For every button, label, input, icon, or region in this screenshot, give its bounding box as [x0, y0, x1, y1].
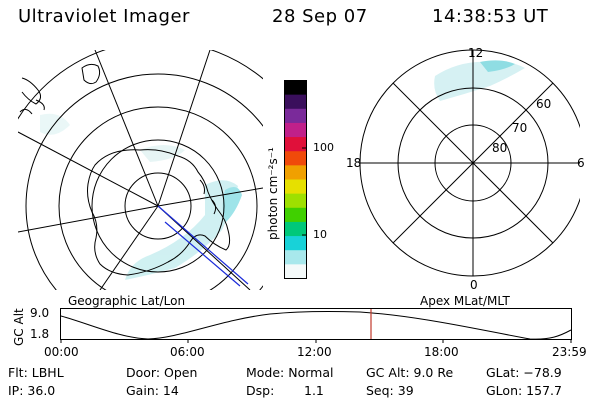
date-label: 28 Sep 07 — [272, 6, 368, 27]
altitude-curve — [60, 310, 572, 340]
colorbar-segment — [284, 179, 307, 195]
mlt-label-18: 18 — [346, 156, 362, 170]
colorbar-tick-100: 100 — [313, 141, 334, 154]
colorbar-unit-label: photon cm⁻²s⁻¹ — [266, 147, 280, 240]
mlat-label-80: 80 — [492, 141, 508, 155]
coastlines — [19, 63, 101, 115]
gain-info: Gain: 14 — [126, 383, 179, 398]
altitude-tick-max: 9.0 — [30, 306, 50, 320]
colorbar-segment — [284, 94, 307, 110]
geo-longitude-info: GLon: 157.7 — [486, 383, 562, 398]
gc-altitude-info: GC Alt: 9.0 Re — [366, 365, 454, 380]
time-tick-1200: 12:00 — [297, 345, 332, 359]
sequence-info: Seq: 39 — [366, 383, 414, 398]
door-info: Door: Open — [126, 365, 198, 380]
auroral-emission-right — [434, 60, 525, 101]
mlat-label-70: 70 — [512, 121, 528, 135]
geographic-map — [18, 50, 263, 290]
latitude-circles — [18, 50, 263, 290]
mlt-lines — [360, 50, 580, 276]
satellite-track — [157, 205, 249, 287]
magnetic-polar-plot — [359, 49, 580, 277]
time-tick-2359: 23:59 — [552, 345, 587, 359]
filter-info: Flt: LBHL — [8, 365, 64, 380]
mlt-label-6: 6 — [577, 156, 585, 170]
instrument-title: Ultraviolet Imager — [18, 6, 190, 27]
colorbar-segment — [284, 250, 307, 265]
colorbar-segment — [284, 264, 307, 279]
ip-info: IP: 36.0 — [8, 383, 56, 398]
time-tick-0600: 06:00 — [170, 345, 205, 359]
time-tick-0000: 00:00 — [44, 345, 79, 359]
mlat-label-60: 60 — [536, 97, 552, 111]
colorbar-segment — [284, 221, 307, 237]
mlt-label-0: 0 — [470, 278, 478, 292]
altitude-tick-min: 1.8 — [30, 327, 50, 341]
colorbar-segment — [284, 193, 307, 209]
dsp-info-value: 1.1 — [304, 383, 324, 398]
colorbar-segment — [284, 137, 307, 152]
colorbar-segment — [284, 108, 307, 124]
left-panel-label: Geographic Lat/Lon — [68, 294, 186, 308]
colorbar-segment — [284, 80, 307, 96]
colorbar-segment — [284, 207, 307, 223]
altitude-axis-label: GC Alt — [12, 308, 26, 346]
right-panel-label: Apex MLat/MLT — [420, 294, 510, 308]
antarctica-outline — [87, 149, 231, 276]
dsp-info-label: Dsp: — [246, 383, 275, 398]
colorbar — [284, 80, 307, 279]
mode-info: Mode: Normal — [246, 365, 334, 380]
colorbar-segment — [284, 122, 307, 138]
time-label: 14:38:53 UT — [432, 6, 549, 27]
geo-latitude-info: GLat: −78.9 — [486, 365, 562, 380]
colorbar-segment — [284, 151, 307, 166]
altitude-plot — [60, 308, 572, 343]
colorbar-segment — [284, 236, 307, 251]
colorbar-segment — [284, 165, 307, 180]
colorbar-tick-10: 10 — [313, 228, 327, 241]
time-tick-1800: 18:00 — [424, 345, 459, 359]
longitude-lines — [18, 50, 263, 290]
mlt-label-12: 12 — [468, 46, 484, 60]
